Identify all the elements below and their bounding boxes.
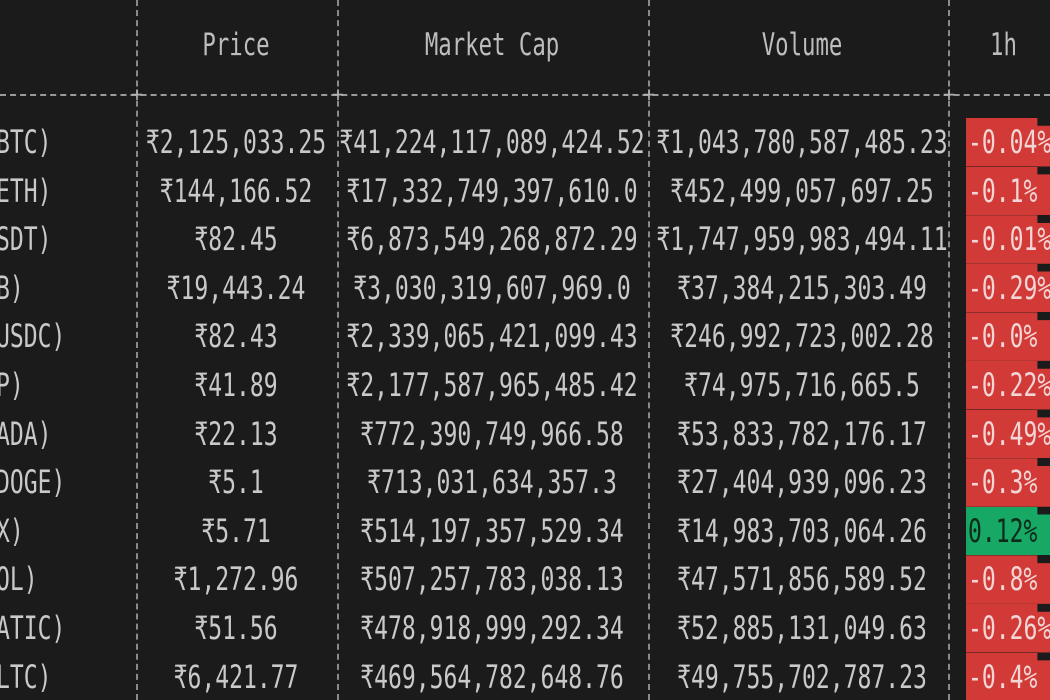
change-1h-cell: -0.22% (968, 366, 1050, 404)
coin-name-cell: ATIC) (0, 609, 66, 647)
column-separator (648, 0, 650, 700)
column-separator (136, 0, 138, 700)
coin-name-cell: BTC) (0, 123, 52, 161)
coin-name-cell: X) (0, 511, 24, 550)
change-cell-background (966, 166, 1050, 216)
header-separator (0, 94, 1050, 96)
change-cell-background (966, 409, 1050, 459)
change-1h-cell: -0.8% (968, 560, 1038, 599)
separator-junction: + (642, 82, 656, 106)
change-1h-cell: -0.3% (968, 463, 1038, 502)
separator-junction: + (331, 82, 345, 106)
column-separator (337, 0, 339, 700)
coin-name-cell: DOGE) (0, 463, 66, 502)
change-cell-background (966, 361, 1050, 410)
coin-name-cell: B) (0, 268, 24, 307)
column-separator (948, 0, 950, 700)
change-cell-background (966, 458, 1050, 507)
separator-junction: + (130, 82, 144, 106)
coin-name-cell: LTC) (0, 657, 52, 696)
coin-name-cell: ETH) (0, 171, 52, 210)
change-1h-cell: 0.12% (968, 511, 1038, 550)
change-1h-cell: -0.29% (968, 268, 1050, 307)
coin-name-cell: P) (0, 366, 24, 404)
coin-name-cell: ADA) (0, 414, 52, 453)
change-1h-cell: -0.04% (968, 123, 1050, 161)
change-cell-background (966, 555, 1050, 604)
coin-name-cell: SDT) (0, 220, 52, 259)
header-1h-change: 1h (990, 27, 1017, 63)
change-1h-cell: -0.26% (968, 609, 1050, 647)
change-1h-cell: -0.0% (968, 317, 1038, 356)
change-1h-cell: -0.4% (968, 657, 1038, 696)
change-1h-cell: -0.1% (968, 171, 1038, 210)
coin-name-cell: USDC) (0, 317, 66, 356)
change-cell-background (966, 215, 1050, 264)
change-cell-background (966, 118, 1050, 167)
separator-junction: + (942, 82, 956, 106)
change-cell-background (966, 506, 1050, 556)
coin-name-cell: OL) (0, 560, 38, 599)
change-1h-cell: -0.49% (968, 414, 1050, 453)
change-1h-cell: -0.01% (968, 220, 1050, 259)
change-cell-background (966, 652, 1050, 700)
change-cell-background (966, 312, 1050, 361)
change-cell-background (966, 604, 1050, 653)
change-cell-background (966, 263, 1050, 313)
